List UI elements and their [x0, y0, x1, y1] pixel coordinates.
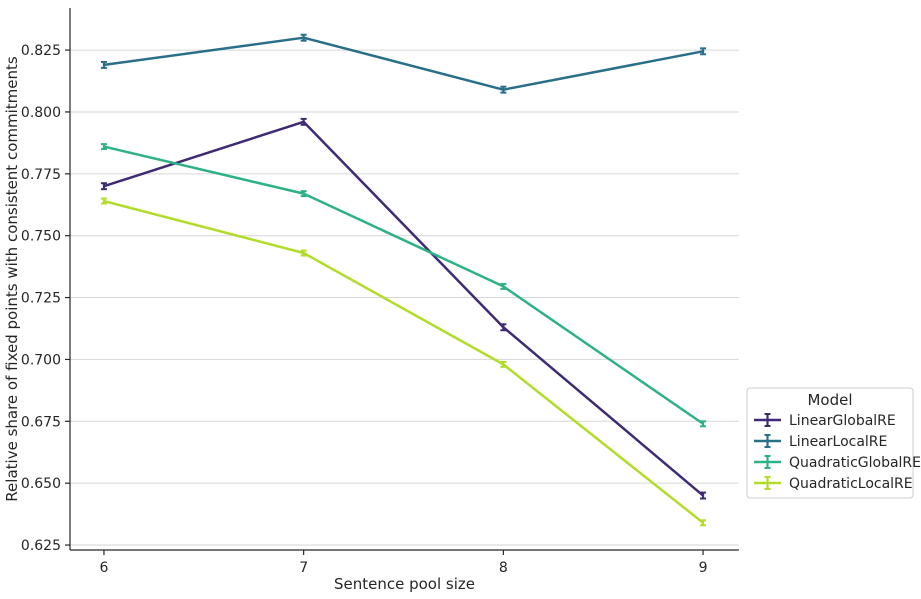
y-tick-label: 0.700: [21, 352, 61, 368]
x-axis-label: Sentence pool size: [334, 575, 475, 593]
legend-box: [746, 387, 914, 499]
error-bar: [500, 360, 507, 368]
legend-items: LinearGlobalRE LinearLocalRE QuadraticGlob…: [754, 413, 921, 492]
error-bar: [300, 33, 307, 42]
grid-lines: [70, 49, 739, 546]
series-LinearLocalRE: [100, 33, 707, 94]
legend-item-LinearLocalRE: LinearLocalRE: [754, 434, 887, 450]
series-line: [103, 36, 704, 91]
error-bar: [700, 420, 707, 428]
error-bar: [100, 182, 107, 191]
series-QuadraticLocalRE: [100, 197, 707, 527]
error-bar: [500, 85, 507, 94]
legend-label: LinearGlobalRE: [789, 413, 896, 429]
y-axis-ticks: 0.625 0.650 0.675 0.700 0.725 0.750 0.775 0.800…: [21, 43, 70, 554]
y-tick-label: 0.650: [21, 476, 61, 492]
y-tick-label: 0.625: [21, 538, 61, 554]
legend-swatch: [754, 476, 781, 490]
legend-swatch: [754, 434, 781, 448]
y-tick-label: 0.825: [21, 43, 61, 59]
error-bar: [100, 197, 107, 205]
x-tick-label: 7: [299, 560, 308, 576]
legend-item-LinearGlobalRE: LinearGlobalRE: [754, 413, 896, 429]
y-tick-label: 0.800: [21, 105, 61, 121]
legend-item-QuadraticLocalRE: QuadraticLocalRE: [754, 476, 913, 492]
error-bar: [300, 117, 307, 126]
legend-label: LinearLocalRE: [789, 434, 887, 450]
error-bar: [100, 60, 107, 69]
series-line: [103, 120, 704, 497]
y-tick-label: 0.750: [21, 229, 61, 245]
y-tick-label: 0.775: [21, 167, 61, 183]
series-QuadraticGlobalRE: [100, 143, 707, 428]
error-bar: [500, 282, 507, 290]
error-bar: [300, 249, 307, 257]
series-lines: [100, 33, 707, 527]
x-tick-label: 8: [499, 560, 508, 576]
error-bar: [700, 47, 707, 56]
y-axis-label: Relative share of fixed points with cons…: [3, 56, 21, 502]
y-tick-label: 0.675: [21, 414, 61, 430]
legend-swatch: [754, 413, 781, 427]
x-axis-ticks: 6 7 8 9: [99, 550, 708, 576]
error-bar: [700, 491, 707, 500]
x-tick-label: 6: [99, 560, 108, 576]
series-LinearGlobalRE: [100, 117, 707, 500]
legend: Model LinearGlobalRE LinearLocalRE Quadrat…: [746, 387, 921, 499]
error-bar: [500, 323, 507, 332]
series-line: [103, 199, 704, 524]
y-tick-label: 0.725: [21, 291, 61, 307]
series-line: [103, 145, 704, 425]
legend-swatch: [754, 455, 781, 469]
legend-label: QuadraticLocalRE: [789, 476, 913, 492]
error-bar: [300, 190, 307, 198]
x-tick-label: 9: [699, 560, 708, 576]
error-bar: [700, 519, 707, 527]
legend-label: QuadraticGlobalRE: [789, 455, 921, 471]
error-bar: [100, 143, 107, 151]
legend-title: Model: [807, 391, 852, 409]
legend-item-QuadraticGlobalRE: QuadraticGlobalRE: [754, 455, 921, 471]
